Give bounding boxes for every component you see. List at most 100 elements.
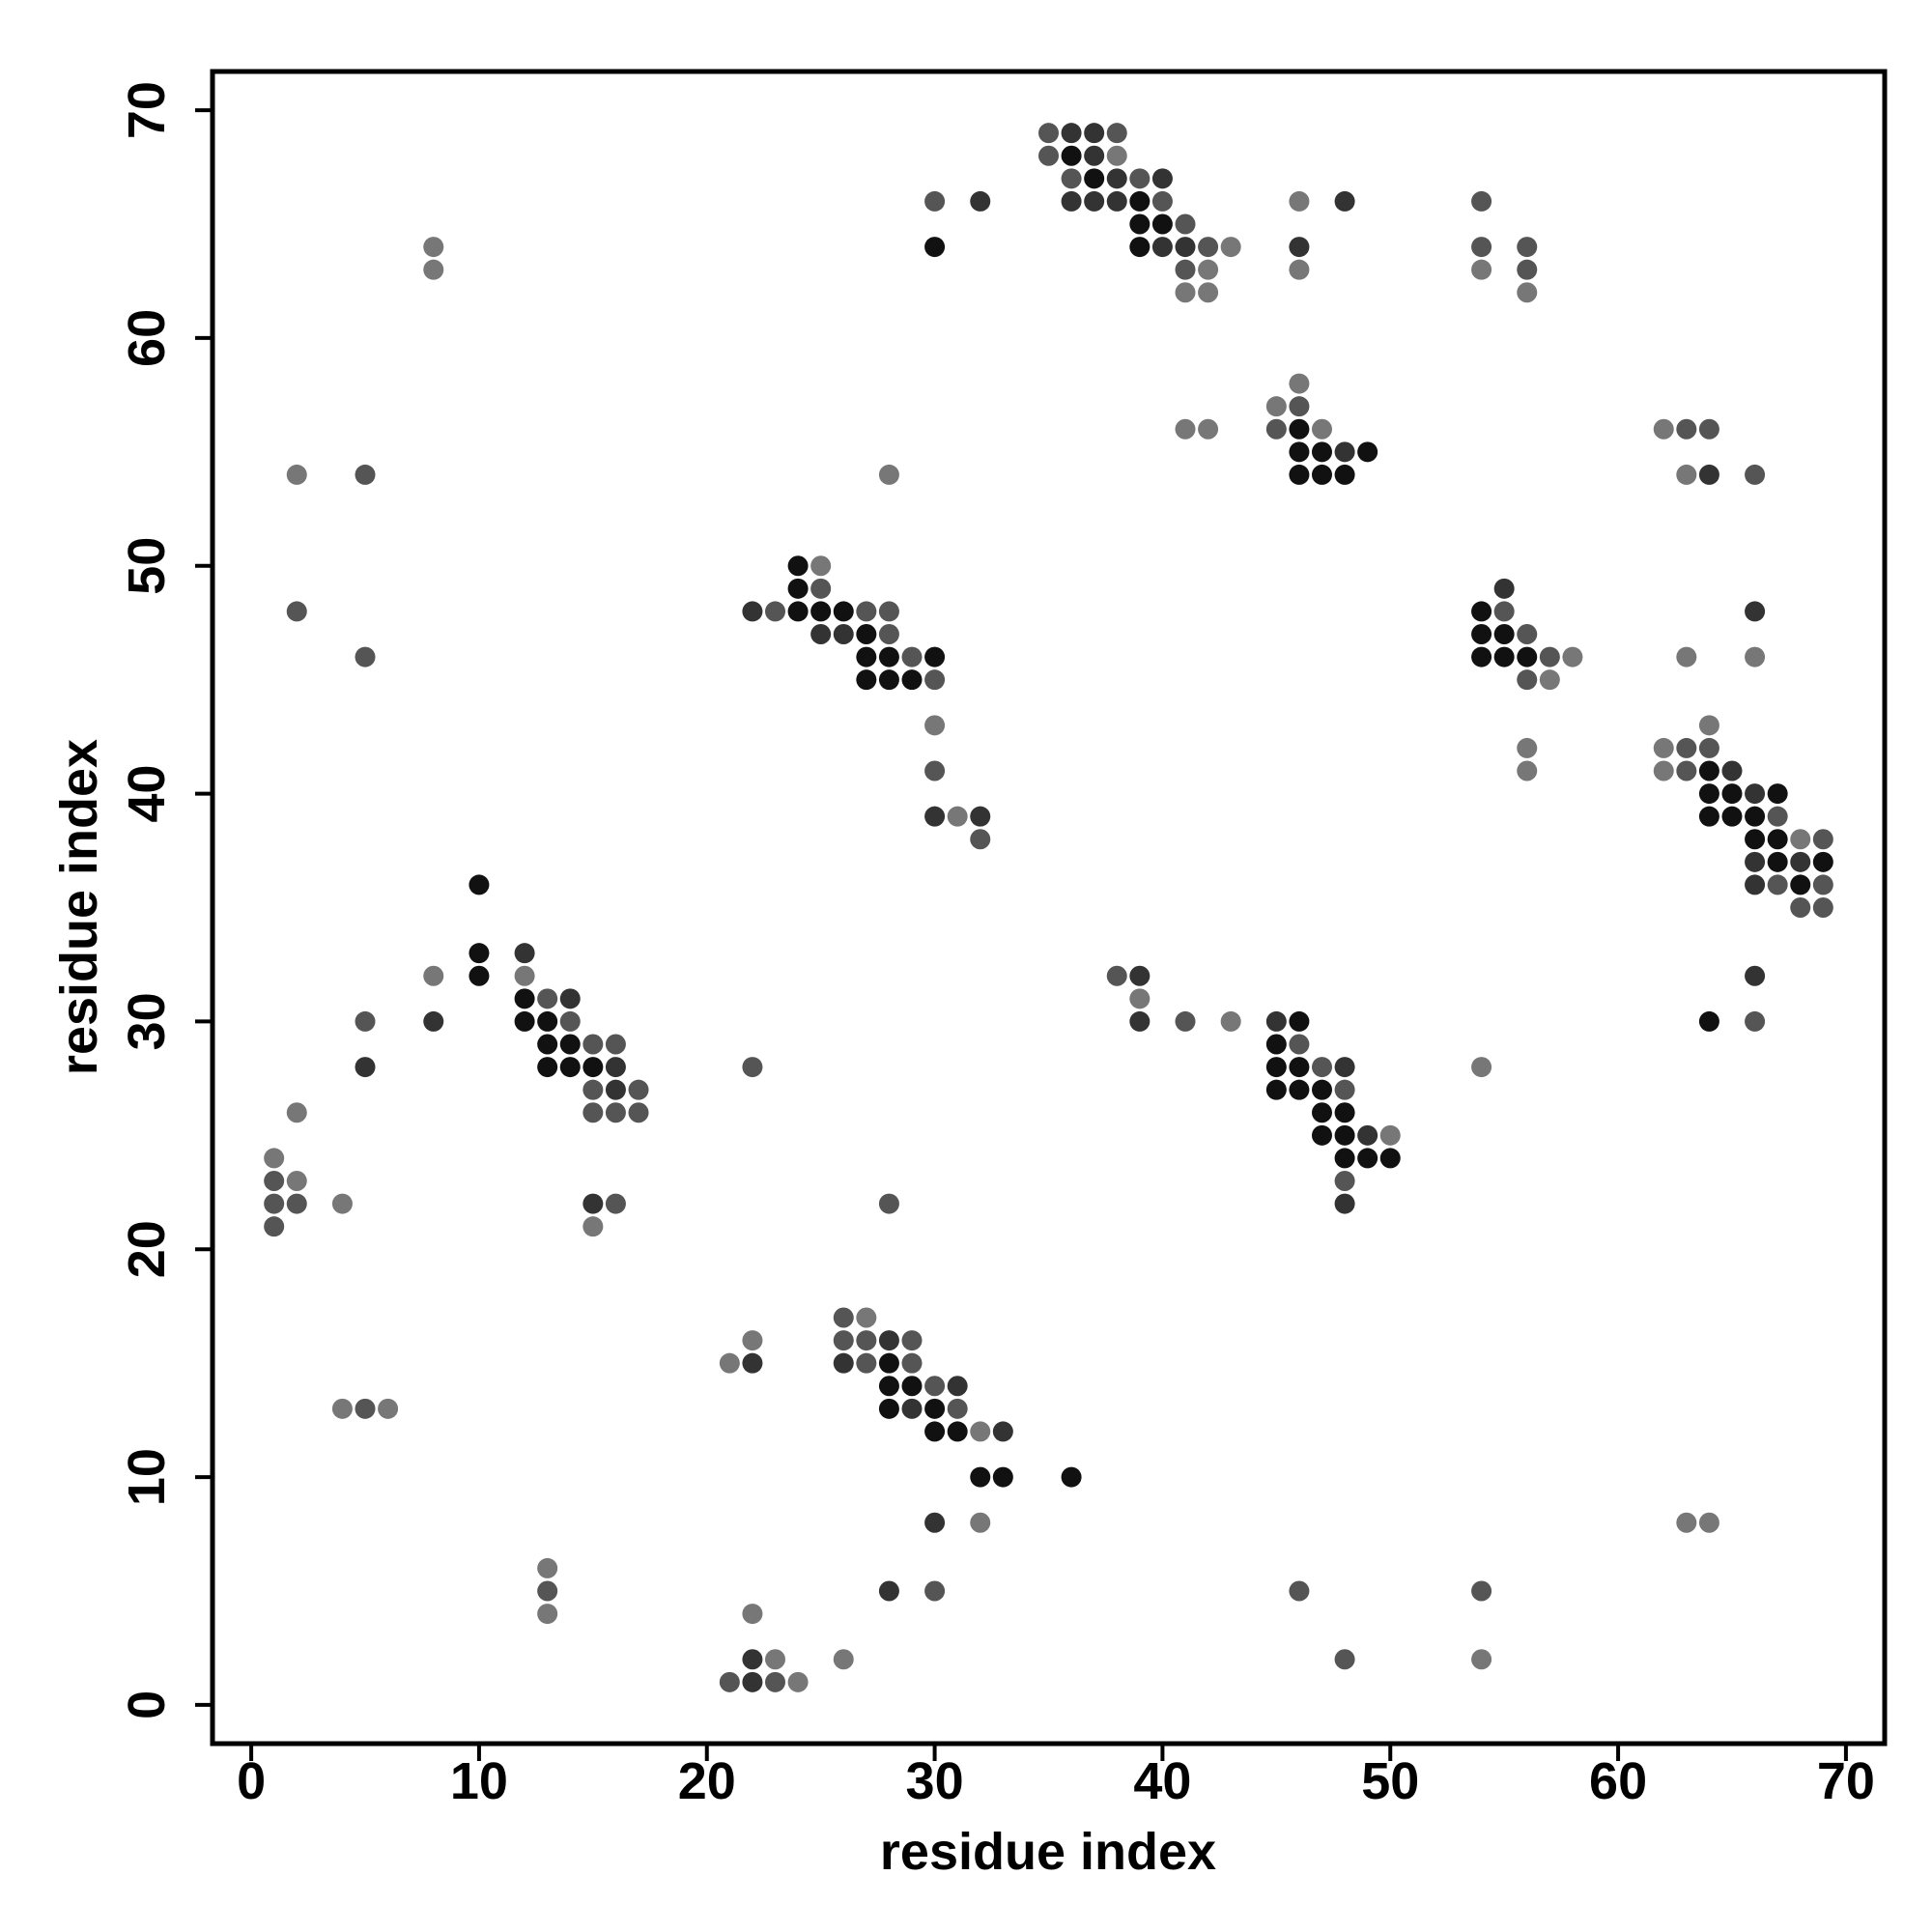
point xyxy=(787,578,809,599)
point xyxy=(1151,168,1173,189)
point xyxy=(1289,237,1310,258)
point xyxy=(1084,168,1105,189)
point xyxy=(469,943,490,964)
point xyxy=(878,1193,899,1214)
point xyxy=(878,1580,899,1602)
point xyxy=(856,1307,877,1328)
point xyxy=(1106,190,1127,212)
x-tick-label: 70 xyxy=(1817,1752,1875,1810)
point xyxy=(1129,988,1151,1009)
x-axis-label: residue index xyxy=(880,1823,1216,1881)
point xyxy=(1517,760,1538,781)
point xyxy=(1471,1057,1492,1078)
point xyxy=(787,555,809,577)
point xyxy=(992,1421,1013,1442)
point xyxy=(1653,418,1674,440)
point xyxy=(423,965,444,986)
point xyxy=(856,1330,877,1351)
point xyxy=(1311,418,1332,440)
point xyxy=(559,1057,581,1078)
point xyxy=(765,1649,786,1670)
point xyxy=(924,1421,946,1442)
point xyxy=(856,669,877,691)
point xyxy=(1198,418,1219,440)
x-tick-label: 30 xyxy=(906,1752,964,1810)
point xyxy=(833,624,854,645)
point xyxy=(537,1010,558,1032)
point xyxy=(1151,213,1173,235)
point xyxy=(1471,1580,1492,1602)
point xyxy=(1334,190,1355,212)
point xyxy=(1721,806,1743,827)
point xyxy=(1517,624,1538,645)
y-tick-label: 50 xyxy=(118,537,176,595)
point xyxy=(1289,464,1310,485)
point xyxy=(1175,213,1196,235)
point xyxy=(1334,1148,1355,1169)
point xyxy=(1106,168,1127,189)
point xyxy=(605,1102,626,1123)
point xyxy=(1289,373,1310,394)
point xyxy=(355,646,376,668)
point xyxy=(878,1376,899,1397)
point xyxy=(1129,965,1151,986)
point xyxy=(1175,1010,1196,1032)
point xyxy=(901,1398,923,1419)
point xyxy=(286,1102,307,1123)
point xyxy=(1175,237,1196,258)
point xyxy=(1790,897,1811,918)
x-tick-label: 50 xyxy=(1361,1752,1419,1810)
point xyxy=(833,1352,854,1374)
point xyxy=(1812,851,1833,872)
point xyxy=(947,1376,968,1397)
y-tick-label: 20 xyxy=(118,1220,176,1278)
point xyxy=(1084,123,1105,144)
point xyxy=(1517,237,1538,258)
point xyxy=(1471,646,1492,668)
point xyxy=(605,1034,626,1055)
point xyxy=(1311,1079,1332,1100)
point xyxy=(469,965,490,986)
point xyxy=(833,601,854,622)
point xyxy=(1289,1580,1310,1602)
y-tick-label: 30 xyxy=(118,992,176,1050)
point xyxy=(1653,737,1674,758)
point xyxy=(1698,783,1719,805)
point xyxy=(1129,1010,1151,1032)
point xyxy=(1471,237,1492,258)
point xyxy=(924,646,946,668)
point xyxy=(970,190,991,212)
point xyxy=(1220,1010,1241,1032)
point xyxy=(1745,874,1766,895)
point xyxy=(469,874,490,895)
point xyxy=(901,646,923,668)
point xyxy=(970,829,991,850)
point xyxy=(514,1010,535,1032)
point xyxy=(514,965,535,986)
point xyxy=(1698,715,1719,736)
point xyxy=(1311,464,1332,485)
point xyxy=(1061,190,1082,212)
point xyxy=(1265,418,1287,440)
point xyxy=(856,624,877,645)
point xyxy=(559,1034,581,1055)
point xyxy=(856,646,877,668)
point xyxy=(787,1671,809,1692)
point xyxy=(1061,1466,1082,1488)
y-tick-label: 70 xyxy=(118,81,176,139)
point xyxy=(1812,874,1833,895)
point xyxy=(1539,646,1560,668)
point xyxy=(719,1352,740,1374)
point xyxy=(1698,1010,1719,1032)
point xyxy=(1289,418,1310,440)
point xyxy=(924,1398,946,1419)
point xyxy=(970,1512,991,1533)
point xyxy=(1357,1148,1378,1169)
point xyxy=(537,1034,558,1055)
x-tick-label: 40 xyxy=(1133,1752,1191,1810)
point xyxy=(1698,760,1719,781)
point xyxy=(264,1193,285,1214)
point xyxy=(423,237,444,258)
point xyxy=(1790,851,1811,872)
point xyxy=(1698,464,1719,485)
